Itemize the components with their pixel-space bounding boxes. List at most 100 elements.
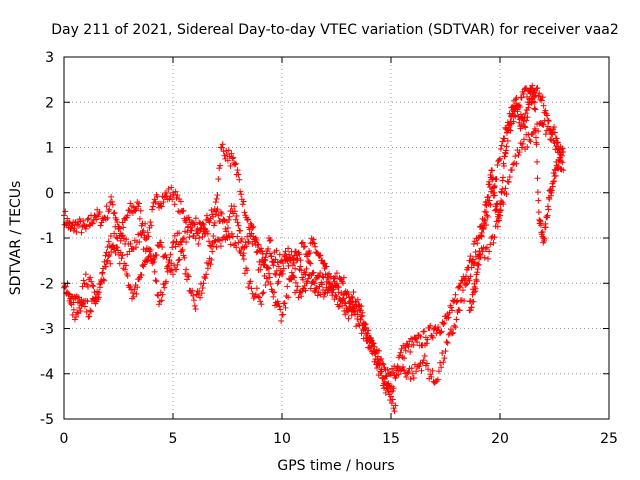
data-point-fill — [231, 161, 238, 168]
data-point-fill — [544, 112, 551, 119]
data-point-fill — [381, 385, 388, 392]
data-point-fill — [197, 280, 204, 287]
data-point — [348, 293, 355, 300]
data-point-fill — [87, 274, 94, 281]
data-point-fill — [401, 367, 408, 374]
data-point-fill — [204, 265, 211, 272]
data-point-fill — [527, 138, 534, 145]
data-point-fill — [91, 289, 98, 296]
data-point-fill — [480, 225, 487, 232]
data-point-fill — [95, 294, 102, 301]
data-point-fill — [218, 210, 225, 217]
data-point-fill — [179, 246, 186, 253]
data-point — [523, 117, 530, 124]
data-point-fill — [245, 284, 252, 291]
data-point-fill — [125, 207, 132, 214]
data-point-fill — [374, 353, 381, 360]
data-point-fill — [214, 192, 221, 199]
data-point-fill — [148, 222, 155, 229]
data-point-fill — [473, 278, 480, 285]
data-point-fill — [258, 245, 265, 252]
data-point-fill — [340, 296, 347, 303]
data-point — [191, 221, 198, 228]
data-point — [305, 275, 312, 282]
data-point-fill — [531, 105, 538, 112]
data-point-fill — [210, 233, 217, 240]
data-point-fill — [282, 304, 289, 311]
data-point-fill — [127, 283, 134, 290]
data-point-fill — [241, 209, 248, 216]
data-point-fill — [470, 240, 477, 247]
data-point-fill — [142, 248, 149, 255]
data-point-fill — [547, 136, 554, 143]
data-point-fill — [345, 315, 352, 322]
data-point-fill — [256, 294, 263, 301]
data-point-fill — [202, 275, 209, 282]
data-point-fill — [127, 240, 134, 247]
data-point — [333, 293, 340, 300]
data-point — [560, 167, 567, 174]
data-point-fill — [138, 232, 145, 239]
data-point-fill — [160, 198, 167, 205]
data-point-fill — [506, 174, 513, 181]
data-point-fill — [195, 240, 202, 247]
data-point-fill — [316, 252, 323, 259]
data-point-fill — [157, 202, 164, 209]
data-point-fill — [292, 279, 299, 286]
y-axis-label: SDTVAR / TECUs — [8, 181, 24, 296]
data-point-fill — [193, 230, 200, 237]
data-point-fill — [445, 314, 452, 321]
data-point-fill — [554, 139, 561, 146]
data-point-fill — [70, 227, 77, 234]
data-point — [405, 343, 412, 350]
data-point-fill — [149, 203, 156, 210]
data-point-fill — [203, 227, 210, 234]
data-point-fill — [519, 140, 526, 147]
data-point-fill — [203, 271, 210, 278]
data-point-fill — [551, 124, 558, 131]
data-point-fill — [153, 278, 160, 285]
data-point-fill — [159, 291, 166, 298]
data-point-fill — [221, 152, 228, 159]
data-point-fill — [467, 273, 474, 280]
data-point-fill — [114, 244, 121, 251]
data-point-fill — [155, 292, 162, 299]
data-point-fill — [439, 349, 446, 356]
data-point-fill — [267, 236, 274, 243]
x-axis-label: GPS time / hours — [277, 458, 394, 474]
data-point-fill — [508, 166, 515, 173]
data-point-fill — [512, 96, 519, 103]
data-point-fill — [335, 303, 342, 310]
data-point-fill — [184, 229, 191, 236]
data-point-fill — [499, 138, 506, 145]
data-point-fill — [379, 360, 386, 367]
data-point-fill — [494, 223, 501, 230]
data-point-fill — [302, 287, 309, 294]
data-point-fill — [139, 229, 146, 236]
data-point-fill — [379, 375, 386, 382]
data-point-fill — [212, 199, 219, 206]
data-point-fill — [497, 201, 504, 208]
data-point-fill — [114, 219, 121, 226]
data-point-fill — [225, 216, 232, 223]
data-point-fill — [269, 258, 276, 265]
data-point-fill — [535, 197, 542, 204]
data-point-fill — [485, 193, 492, 200]
tick-layer: 0 5 10 15 20 25 -5 -4 -3 -2 -1 0 1 2 3 — [40, 50, 618, 447]
data-point-fill — [195, 229, 202, 236]
data-point-fill — [541, 117, 548, 124]
data-point-fill — [176, 230, 183, 237]
data-point-fill — [233, 212, 240, 219]
data-point-fill — [167, 251, 174, 258]
data-point-fill — [405, 368, 412, 375]
data-point-fill — [199, 233, 206, 240]
data-point-fill — [371, 350, 378, 357]
data-point-fill — [413, 368, 420, 375]
data-point-fill — [473, 276, 480, 283]
data-point — [180, 235, 187, 241]
data-point-fill — [478, 229, 485, 236]
data-point-fill — [312, 243, 319, 250]
data-point-fill — [263, 275, 270, 282]
data-point-fill — [205, 238, 212, 245]
data-point-fill — [472, 285, 479, 292]
